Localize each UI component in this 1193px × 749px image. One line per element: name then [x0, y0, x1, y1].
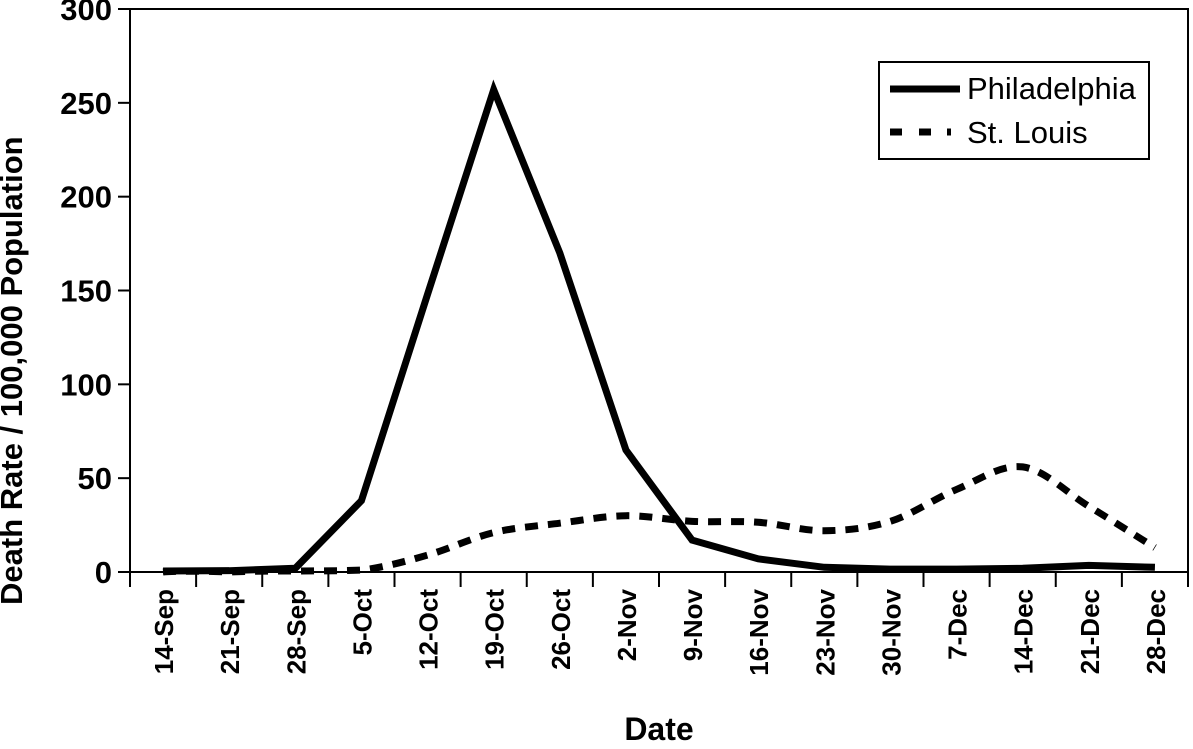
x-tick-label: 28-Sep	[281, 589, 311, 674]
x-tick-label: 5-Oct	[347, 589, 377, 656]
x-tick-label: 16-Nov	[744, 588, 774, 675]
series-st-louis-line	[162, 463, 1157, 576]
x-tick-label: 2-Nov	[612, 588, 642, 661]
y-tick-label: 0	[95, 555, 112, 590]
legend-label-philadelphia: Philadelphia	[967, 71, 1136, 107]
x-tick-label: 28-Dec	[1141, 589, 1171, 674]
x-tick-label: 19-Oct	[480, 589, 510, 670]
y-tick-label: 50	[78, 461, 112, 496]
x-axis-title: Date	[624, 711, 693, 747]
x-tick-label: 9-Nov	[678, 588, 708, 661]
x-tick-label: 26-Oct	[546, 589, 576, 670]
dashed-line-icon	[890, 128, 960, 136]
x-tick-label: 30-Nov	[876, 588, 906, 675]
x-tick-label: 14-Sep	[149, 589, 179, 674]
x-tick-label: 14-Dec	[1009, 589, 1039, 674]
x-tick-label: 7-Dec	[943, 589, 973, 660]
series-philadelphia-line	[163, 79, 1156, 575]
legend-label-st-louis: St. Louis	[967, 114, 1088, 150]
solid-line-icon	[890, 85, 960, 93]
y-tick-label: 100	[60, 367, 112, 402]
y-tick-label: 300	[60, 0, 112, 27]
x-tick-label: 21-Sep	[215, 589, 245, 674]
x-tick-label: 23-Nov	[810, 588, 840, 675]
y-tick-label: 250	[60, 86, 112, 121]
legend-item-philadelphia: Philadelphia	[888, 68, 1148, 110]
y-tick-label: 200	[60, 180, 112, 215]
y-axis-title: Death Rate / 100,000 Population	[0, 136, 29, 605]
y-tick-label: 150	[60, 274, 112, 309]
x-tick-label: 21-Dec	[1075, 589, 1105, 674]
legend: Philadelphia St. Louis	[878, 61, 1150, 160]
x-tick-label: 12-Oct	[414, 589, 444, 670]
legend-item-st-louis: St. Louis	[888, 111, 1148, 153]
